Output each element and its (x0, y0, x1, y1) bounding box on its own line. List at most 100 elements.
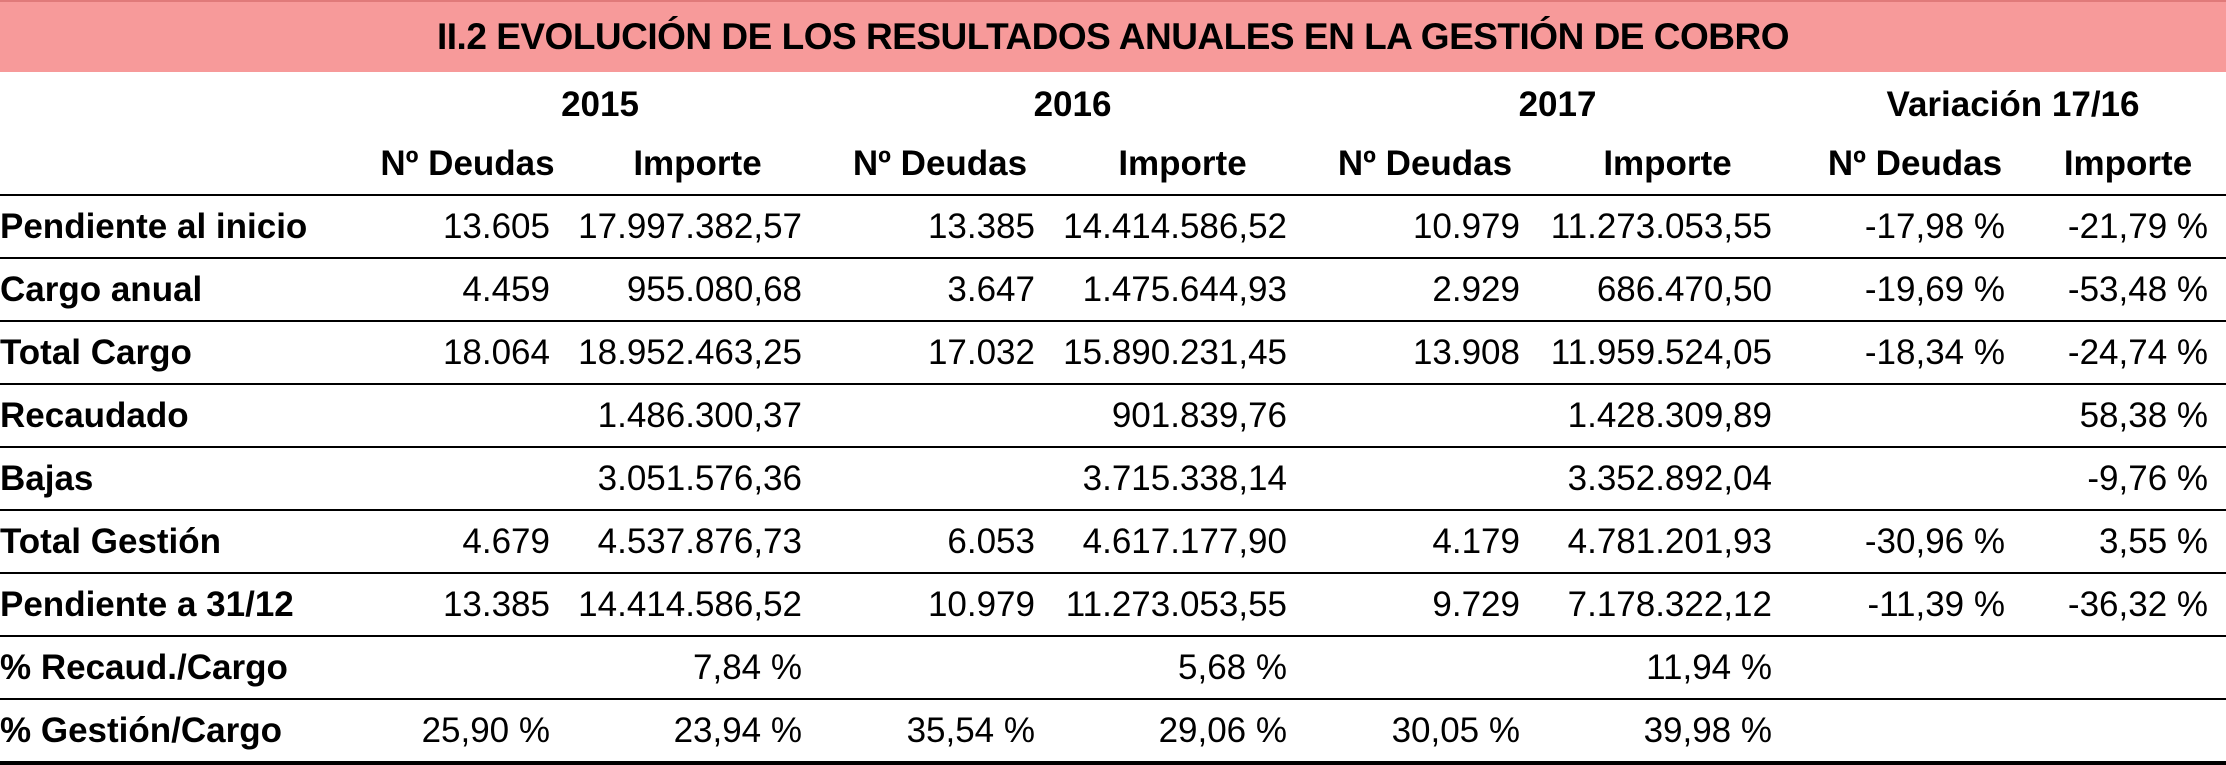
table-cell: 4.617.177,90 (1050, 509, 1315, 573)
results-table: 2015 2016 2017 Variación 17/16 Nº Deudas… (0, 76, 2226, 765)
year-header-row: 2015 2016 2017 Variación 17/16 (0, 76, 2226, 134)
title-bar: II.2 EVOLUCIÓN DE LOS RESULTADOS ANUALES… (0, 0, 2226, 72)
table-cell: 18.952.463,25 (565, 320, 830, 384)
table-cell: 15.890.231,45 (1050, 320, 1315, 384)
table-cell: 13.908 (1315, 320, 1535, 384)
row-label: % Gestión/Cargo (0, 698, 370, 765)
table-cell: 3.647 (830, 257, 1050, 321)
table-cell: 6.053 (830, 509, 1050, 573)
table-cell: 4.781.201,93 (1535, 509, 1800, 573)
table-cell: 3,55 % (2030, 509, 2226, 573)
sub-header-importe: Importe (2063, 144, 2193, 183)
table-cell: 3.051.576,36 (565, 446, 830, 510)
row-label: Total Cargo (0, 320, 370, 384)
table-cell: 17.032 (830, 320, 1050, 384)
table-cell: 3.715.338,14 (1050, 446, 1315, 510)
table-cell (1315, 383, 1535, 447)
sub-header-deudas: Nº Deudas (380, 144, 555, 183)
table-cell (830, 446, 1050, 510)
table-cell: 13.385 (370, 572, 565, 636)
table-row: Recaudado 1.486.300,37 901.839,76 1.428.309… (0, 383, 2226, 447)
year-header-2016: 2016 (1033, 85, 1112, 124)
sub-header-deudas: Nº Deudas (852, 144, 1028, 183)
table-cell (1315, 446, 1535, 510)
table-cell: 7,84 % (565, 635, 830, 699)
table-cell: 29,06 % (1050, 698, 1315, 765)
table-cell: -17,98 % (1800, 194, 2030, 258)
table-row: Total Cargo 18.064 18.952.463,25 17.032 15.8… (0, 320, 2226, 384)
row-label: Total Gestión (0, 509, 370, 573)
table-row: Pendiente a 31/12 13.385 14.414.586,52 10.9… (0, 572, 2226, 636)
table-cell: -11,39 % (1800, 572, 2030, 636)
table-cell: -21,79 % (2030, 194, 2226, 258)
row-label: Bajas (0, 446, 370, 510)
table-cell: -18,34 % (1800, 320, 2030, 384)
table-cell (830, 635, 1050, 699)
table-cell (370, 446, 565, 510)
table-cell: 11,94 % (1535, 635, 1800, 699)
table-body: Pendiente al inicio 13.605 17.997.382,57 13… (0, 194, 2226, 765)
table-cell (830, 383, 1050, 447)
table-row: Total Gestión 4.679 4.537.876,73 6.053 4.617… (0, 509, 2226, 573)
table-cell: 955.080,68 (565, 257, 830, 321)
table-cell: 7.178.322,12 (1535, 572, 1800, 636)
row-label: Pendiente al inicio (0, 194, 370, 258)
year-header-2015: 2015 (561, 85, 639, 124)
sub-header-deudas: Nº Deudas (1337, 144, 1513, 183)
table-cell (370, 635, 565, 699)
table-cell: 23,94 % (565, 698, 830, 765)
table-cell (1800, 383, 2030, 447)
table-row: Cargo anual 4.459 955.080,68 3.647 1.475.644… (0, 257, 2226, 321)
table-cell (370, 383, 565, 447)
table-cell: 10.979 (830, 572, 1050, 636)
table-cell: 11.273.053,55 (1050, 572, 1315, 636)
table-cell: -24,74 % (2030, 320, 2226, 384)
table-cell: 30,05 % (1315, 698, 1535, 765)
sub-header-importe: Importe (633, 144, 762, 183)
table-cell: -36,32 % (2030, 572, 2226, 636)
report-title: II.2 EVOLUCIÓN DE LOS RESULTADOS ANUALES… (437, 16, 1790, 57)
table-cell (1800, 635, 2030, 699)
table-cell (1315, 635, 1535, 699)
table-cell: 1.486.300,37 (565, 383, 830, 447)
table-cell: 686.470,50 (1535, 257, 1800, 321)
table-cell (2030, 698, 2226, 765)
header-corner (0, 76, 370, 134)
table-cell: 4.179 (1315, 509, 1535, 573)
row-label: Cargo anual (0, 257, 370, 321)
table-cell (1800, 698, 2030, 765)
table-cell: -19,69 % (1800, 257, 2030, 321)
table-cell: 9.729 (1315, 572, 1535, 636)
table-cell: 13.605 (370, 194, 565, 258)
sub-header-importe: Importe (1603, 144, 1732, 183)
table-cell: 1.475.644,93 (1050, 257, 1315, 321)
table-cell: 58,38 % (2030, 383, 2226, 447)
table-cell: 14.414.586,52 (1050, 194, 1315, 258)
sub-header-deudas: Nº Deudas (1827, 144, 2003, 183)
table-cell: 25,90 % (370, 698, 565, 765)
sub-header-row: Nº Deudas Importe Nº Deudas Importe Nº D… (0, 134, 2226, 195)
table-cell: 17.997.382,57 (565, 194, 830, 258)
table-cell: 11.959.524,05 (1535, 320, 1800, 384)
table-row: % Gestión/Cargo 25,90 % 23,94 % 35,54 % 29,0… (0, 698, 2226, 765)
table-cell: 11.273.053,55 (1535, 194, 1800, 258)
table-cell (1800, 446, 2030, 510)
table-cell: 35,54 % (830, 698, 1050, 765)
table-cell: -30,96 % (1800, 509, 2030, 573)
table-cell: 3.352.892,04 (1535, 446, 1800, 510)
row-label: Pendiente a 31/12 (0, 572, 370, 636)
table-cell: 4.679 (370, 509, 565, 573)
row-label: % Recaud./Cargo (0, 635, 370, 699)
table-row: Bajas 3.051.576,36 3.715.338,14 3.352.892,0… (0, 446, 2226, 510)
table-cell: 2.929 (1315, 257, 1535, 321)
row-label: Recaudado (0, 383, 370, 447)
table-cell: 4.537.876,73 (565, 509, 830, 573)
table-cell (2030, 635, 2226, 699)
year-header-variation: Variación 17/16 (1886, 85, 2140, 124)
table-cell: 14.414.586,52 (565, 572, 830, 636)
table-row: % Recaud./Cargo 7,84 % 5,68 % 11,94 % (0, 635, 2226, 699)
year-header-2017: 2017 (1518, 85, 1597, 124)
table-cell: 18.064 (370, 320, 565, 384)
table-cell: -9,76 % (2030, 446, 2226, 510)
